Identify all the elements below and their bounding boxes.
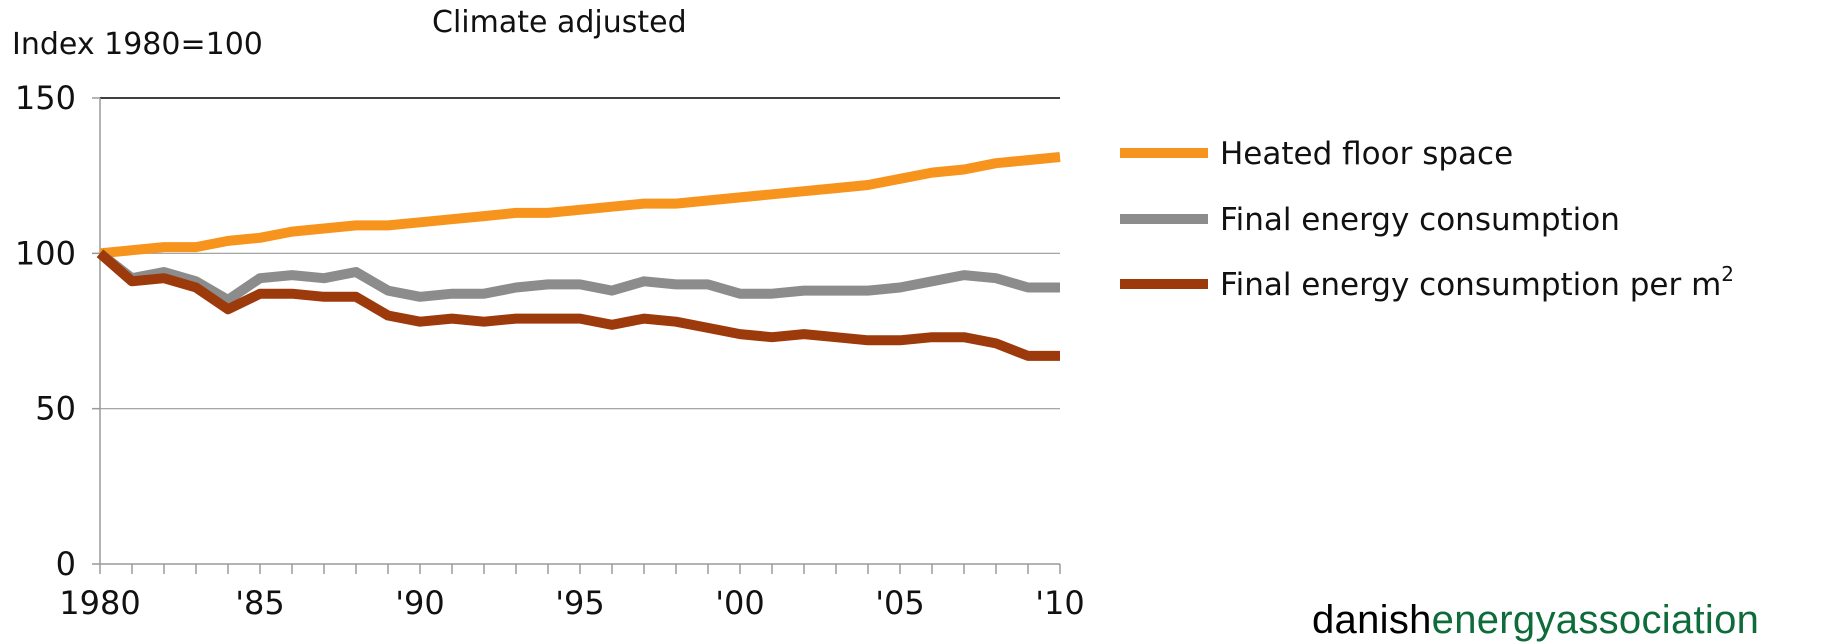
- x-tick-label: '05: [875, 584, 925, 622]
- legend-label: Heated floor space: [1220, 136, 1513, 172]
- y-axis-ticks: 0 50 100 150: [15, 79, 100, 583]
- axes: [99, 98, 1060, 565]
- footer-brand: danishenergyassociation: [1312, 598, 1759, 643]
- x-tick-label: '95: [555, 584, 605, 622]
- gridlines: [100, 97, 1060, 410]
- y-tick-label: 100: [15, 234, 76, 272]
- y-axis-label: Index 1980=100: [12, 27, 263, 62]
- x-tick-label: '00: [715, 584, 765, 622]
- footer-brand-part1: danish: [1312, 598, 1432, 642]
- x-axis-ticks: 1980 '85 '90 '95 '00 '05 '10: [59, 564, 1085, 622]
- legend: Heated floor space Final energy consumpti…: [1120, 136, 1734, 303]
- y-tick-label: 50: [35, 390, 76, 428]
- y-tick-label: 150: [15, 79, 76, 117]
- series-lines: [96, 152, 1061, 361]
- legend-label: Final energy consumption: [1220, 202, 1620, 238]
- legend-label-superscript: 2: [1721, 262, 1734, 286]
- x-tick-label: '10: [1035, 584, 1085, 622]
- legend-label: Final energy consumption per m2: [1220, 262, 1734, 303]
- x-tick-label: '85: [235, 584, 285, 622]
- y-tick-label: 0: [56, 545, 76, 583]
- x-tick-label: 1980: [59, 584, 140, 622]
- footer-brand-part2: energy: [1431, 598, 1556, 642]
- footer-brand-part3: association: [1555, 598, 1760, 642]
- x-tick-label: '90: [395, 584, 445, 622]
- line-chart: Climate adjusted Index 1980=100 0 50 100 15…: [12, 5, 1734, 622]
- series-line-1: [99, 152, 1061, 259]
- series-line-2: [96, 249, 1060, 305]
- chart-title: Climate adjusted: [432, 5, 687, 40]
- series-line-3: [96, 249, 1060, 361]
